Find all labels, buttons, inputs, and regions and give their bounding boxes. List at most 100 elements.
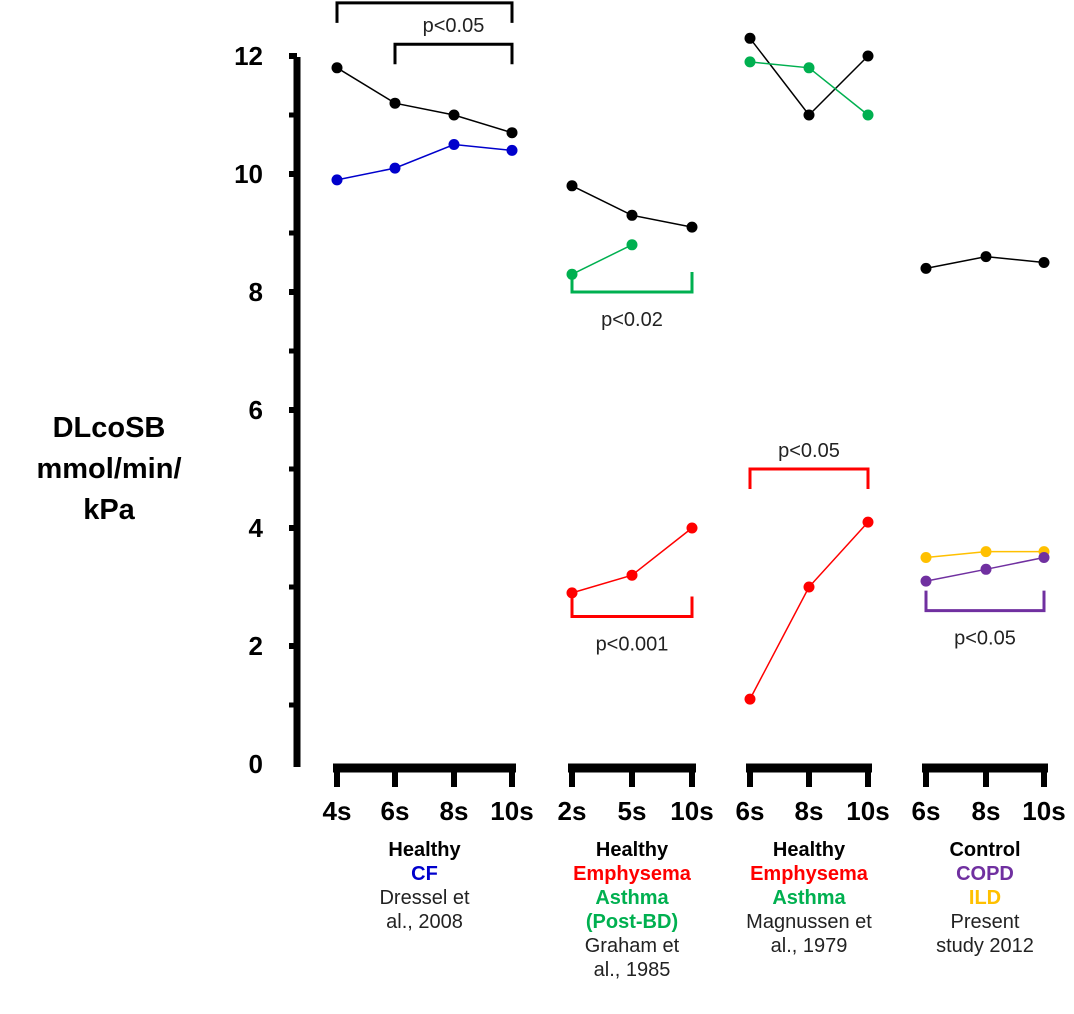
y-axis-label-line-1: DLcoSB <box>52 412 166 444</box>
data-point <box>448 109 460 121</box>
caption-line: CF <box>411 863 438 885</box>
data-point <box>626 209 638 221</box>
y-axis-label: DLcoSB mmol/min/ kPa <box>0 408 218 531</box>
data-point <box>980 251 992 263</box>
y-axis-label-line-2: mmol/min/ <box>36 453 182 485</box>
significance-bracket <box>393 42 514 65</box>
series-line <box>749 37 869 117</box>
p-value-label: p<0.05 <box>778 440 840 462</box>
y-tick-label: 6 <box>249 395 263 425</box>
axes: 0 2 4 6 8 10 12 4s 6s 8s 10s 2s 5s 10s 6s 8s 10s 6s 8s 10s <box>234 41 1066 826</box>
y-tick-label: 8 <box>249 277 263 307</box>
caption-line: al., 1979 <box>770 935 848 957</box>
significance-bracket <box>748 467 870 489</box>
caption-line: ILD <box>968 887 1002 909</box>
data-point <box>920 552 932 563</box>
x-tick-label-dressel: 6s <box>381 796 410 826</box>
caption-line: Asthma <box>772 887 846 909</box>
x-tick-label-graham: 10s <box>670 796 713 826</box>
group-caption-magnussen: Healthy Emphysema Asthma Magnussen et al., 1… <box>724 838 894 958</box>
series-line <box>571 527 693 594</box>
data-point <box>506 127 518 139</box>
data-point <box>744 56 756 68</box>
series-line <box>571 244 633 275</box>
data-point <box>626 239 638 251</box>
data-point <box>862 109 874 121</box>
data-point <box>1038 257 1050 268</box>
p-value-label: p<0.001 <box>596 634 669 656</box>
x-tick-label-dressel: 10s <box>490 796 533 826</box>
caption-line: al., 2008 <box>386 911 463 933</box>
data-point <box>566 587 578 599</box>
group-caption-dressel: Healthy CF Dressel et al., 2008 <box>340 838 510 934</box>
data-point <box>862 516 874 528</box>
data-point <box>803 581 815 593</box>
significance-bracket <box>570 272 694 294</box>
caption-line: Graham et <box>584 935 680 957</box>
data-point <box>862 50 874 62</box>
data-point <box>389 97 401 109</box>
caption-line: study 2012 <box>936 935 1034 957</box>
caption-line: Present <box>950 911 1020 933</box>
significance-bracket <box>570 596 694 618</box>
x-tick-label-magnussen: 6s <box>736 796 765 826</box>
x-tick-label-graham: 2s <box>558 796 587 826</box>
caption-line: Healthy <box>772 839 846 861</box>
caption-line: al., 1985 <box>593 959 671 981</box>
data-point <box>980 563 992 575</box>
data-point <box>686 221 698 233</box>
y-tick-label: 12 <box>234 41 263 71</box>
significance-bracket <box>924 590 1046 613</box>
x-tick-label-magnussen: 8s <box>795 796 824 826</box>
p-value-label: p<0.02 <box>601 309 663 331</box>
caption-line: Control <box>949 839 1021 861</box>
data-point <box>920 575 932 587</box>
data-point <box>506 144 518 156</box>
caption-line: Dressel et <box>379 887 470 909</box>
data-point <box>744 693 756 705</box>
group-caption-graham: Healthy Emphysema Asthma (Post-BD) Graham et… <box>547 838 717 982</box>
p-value-label: p<0.05 <box>954 628 1016 650</box>
p-value-label: p<0.05 <box>423 15 485 37</box>
series-line <box>336 143 513 181</box>
series-line <box>336 67 513 134</box>
significance-bracket <box>335 1 514 23</box>
x-tick-label-present: 10s <box>1022 796 1065 826</box>
data-point <box>920 262 932 274</box>
caption-line: Asthma <box>595 887 669 909</box>
x-tick-label-magnussen: 10s <box>846 796 889 826</box>
data-point <box>448 139 460 150</box>
caption-line: Magnussen et <box>746 911 872 933</box>
data-point <box>389 162 401 174</box>
x-tick-label-present: 8s <box>972 796 1001 826</box>
y-tick-label: 10 <box>234 159 263 189</box>
data-point <box>803 62 815 74</box>
series-line <box>571 185 693 228</box>
data-point <box>566 180 578 192</box>
y-tick-label: 4 <box>249 513 264 543</box>
data-point <box>980 546 992 558</box>
series-line <box>749 521 869 700</box>
data-point <box>1038 552 1050 563</box>
caption-line: COPD <box>956 863 1014 885</box>
data-point <box>331 174 343 186</box>
caption-line: Emphysema <box>750 863 868 885</box>
data-point <box>331 62 343 74</box>
y-axis-label-line-3: kPa <box>83 494 135 526</box>
data-point <box>744 32 756 44</box>
data-point <box>803 109 815 121</box>
caption-line: Healthy <box>388 839 461 861</box>
caption-line: Healthy <box>595 839 669 861</box>
data-point <box>626 569 638 581</box>
group-caption-present: Control COPD ILD Present study 2012 <box>900 838 1070 958</box>
data-point <box>686 522 698 534</box>
x-tick-label-dressel: 8s <box>440 796 469 826</box>
y-tick-label: 2 <box>249 631 263 661</box>
x-tick-label-graham: 5s <box>618 796 647 826</box>
caption-line: Emphysema <box>573 863 691 885</box>
x-tick-label-dressel: 4s <box>323 796 352 826</box>
caption-line: (Post-BD) <box>585 911 679 933</box>
y-tick-label: 0 <box>249 749 263 779</box>
